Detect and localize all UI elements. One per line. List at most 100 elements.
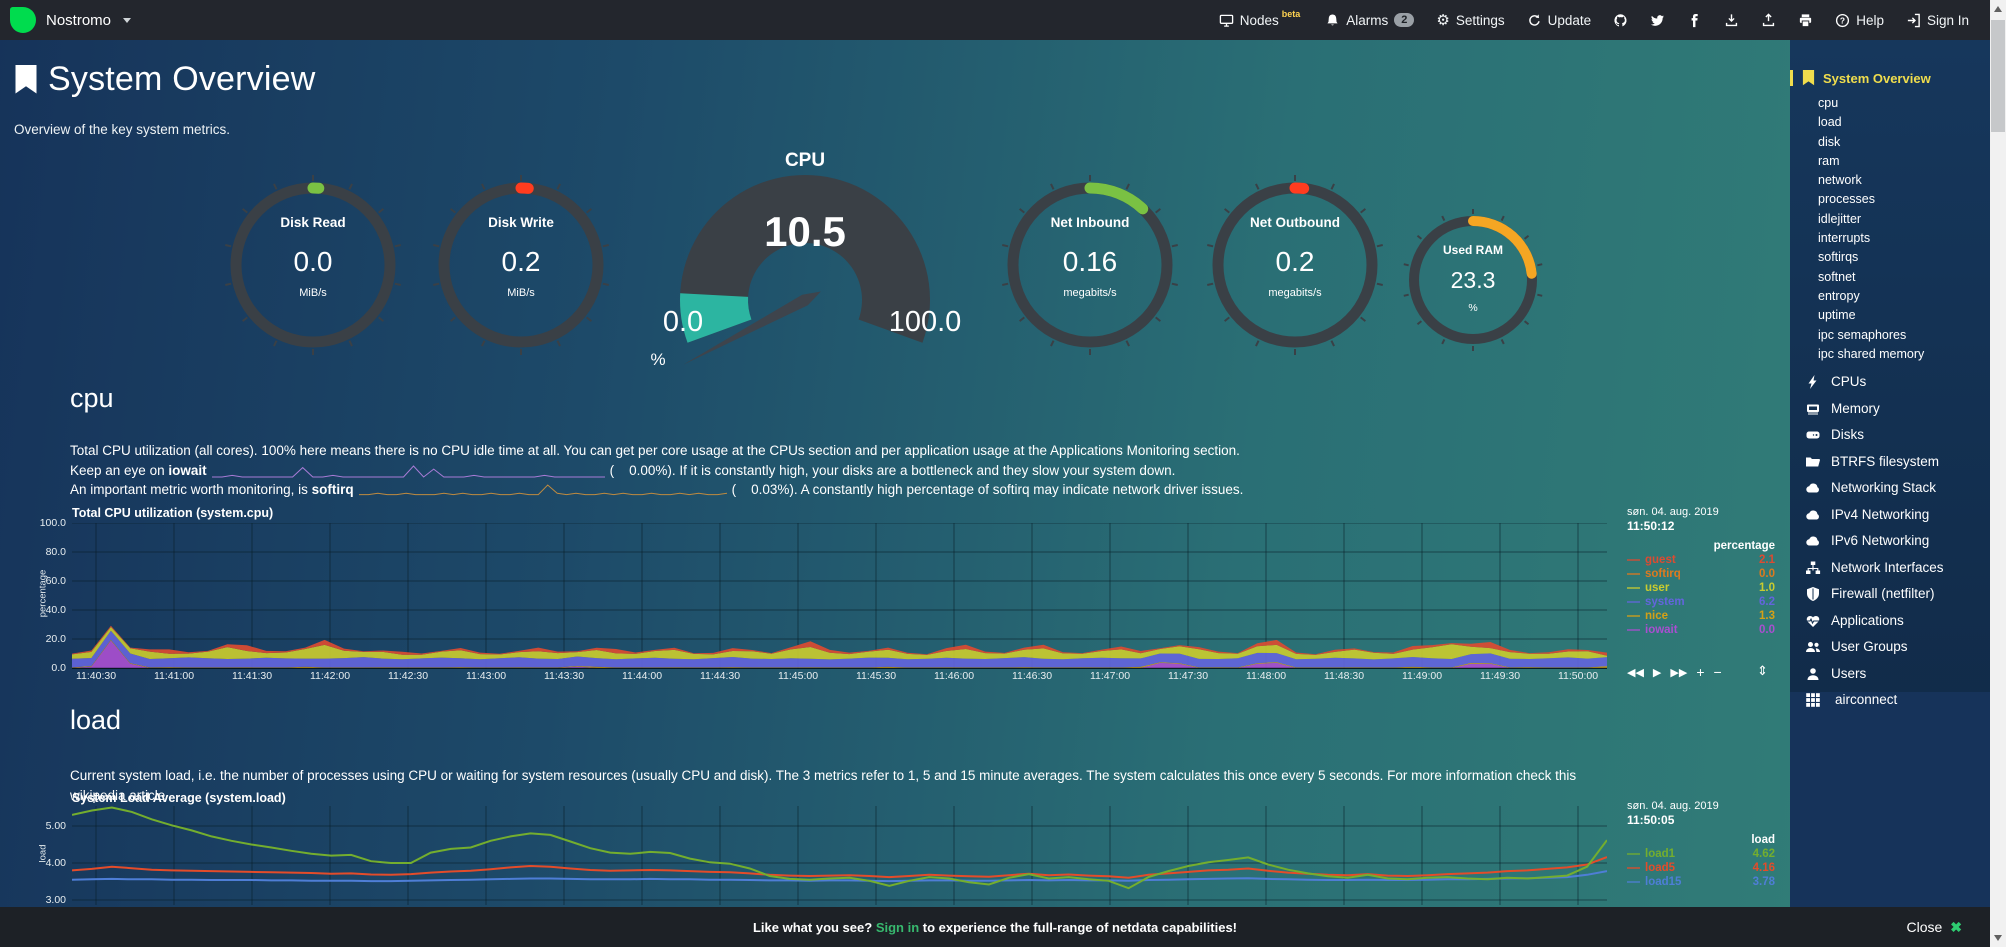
sidebar-link-softnet[interactable]: softnet: [1818, 269, 1856, 284]
skip-forward-icon[interactable]: ▶▶: [1670, 666, 1688, 679]
sidebar-link-uptime[interactable]: uptime: [1818, 308, 1856, 323]
sidebar-item-label: Networking Stack: [1831, 480, 1937, 496]
sidebar-item-label: IPv4 Networking: [1831, 506, 1930, 522]
legend-time: 11:50:12: [1627, 519, 1675, 533]
legend-units-header: load: [1751, 834, 1775, 846]
nav-item-badge: 2: [1394, 13, 1415, 27]
sidebar-link-network[interactable]: network: [1818, 173, 1862, 188]
cloud-icon: [1806, 510, 1819, 520]
series-name: softirq: [1645, 568, 1681, 580]
cpu-xtick: 11:42:00: [309, 670, 351, 682]
sidebar-item-ipv4-networking[interactable]: IPv4 Networking: [1790, 507, 1990, 523]
sidebar-item-firewall-netfilter-[interactable]: Firewall (netfilter): [1790, 586, 1990, 602]
legend-row-load15[interactable]: load15 3.78: [1627, 875, 1775, 889]
cpu-xtick: 11:43:30: [543, 670, 585, 682]
load-chart-plot[interactable]: [72, 806, 1607, 905]
legend-row-softirq[interactable]: softirq 0.0: [1627, 567, 1775, 581]
resize-icon[interactable]: ⇕: [1757, 663, 1768, 678]
legend-row-user[interactable]: user 1.0: [1627, 581, 1775, 595]
gauge-used-ram[interactable]: Used RAM 23.3%: [1398, 205, 1548, 355]
sidebar: System Overview cpu load disk ram network pro…: [1790, 40, 2006, 947]
gauge-disk-write[interactable]: Disk Write 0.2 MiB/s: [426, 170, 616, 360]
nav-item-github[interactable]: [1602, 0, 1639, 40]
nav-item-nodes[interactable]: Nodes beta: [1208, 0, 1315, 40]
load-ytick: 3.00: [45, 894, 66, 906]
page-scrollbar[interactable]: [1990, 0, 2006, 947]
zoom-in-icon[interactable]: +: [1696, 664, 1705, 680]
brand-menu[interactable]: Nostromo: [0, 7, 149, 33]
gauge-disk-read[interactable]: Disk Read 0.0 MiB/s: [218, 170, 408, 360]
sidebar-item-applications[interactable]: Applications: [1790, 613, 1990, 629]
series-name: system: [1645, 596, 1685, 608]
skip-backward-icon[interactable]: ◀◀: [1627, 666, 1644, 679]
series-value: 6.2: [1759, 596, 1775, 608]
legend-row-iowait[interactable]: iowait 0.0: [1627, 623, 1775, 637]
cpu-xtick: 11:44:00: [621, 670, 663, 682]
sidebar-item-disks[interactable]: Disks: [1790, 427, 1990, 443]
gauge-cpu[interactable]: CPU 10.5: [640, 148, 970, 378]
nav-item-twitter[interactable]: [1639, 0, 1676, 40]
gauge-unit: megabits/s: [1063, 287, 1117, 299]
gauge-net-outbound[interactable]: Net Outbound 0.2 megabits/s: [1200, 170, 1390, 360]
nav-item-download[interactable]: [1713, 0, 1750, 40]
zoom-out-icon[interactable]: −: [1713, 664, 1722, 680]
iowait-sparkline[interactable]: [211, 464, 606, 478]
legend-row-guest[interactable]: guest 2.1: [1627, 553, 1775, 567]
sidebar-link-interrupts[interactable]: interrupts: [1818, 231, 1871, 246]
sidebar-item-btrfs-filesystem[interactable]: BTRFS filesystem: [1790, 454, 1990, 470]
legend-date: søn. 04. aug. 2019: [1627, 506, 1719, 518]
users-icon: [1806, 642, 1820, 653]
sidebar-item-airconnect[interactable]: airconnect: [1790, 692, 2006, 947]
nav-item-update[interactable]: Update: [1516, 0, 1603, 40]
nav-item-label: Alarms: [1346, 12, 1389, 28]
signin-link[interactable]: Sign in: [875, 919, 920, 935]
sidebar-item-network-interfaces[interactable]: Network Interfaces: [1790, 560, 1990, 576]
gauge-net-inbound[interactable]: Net Inbound 0.16 megabits/s: [995, 170, 1185, 360]
sidebar-link-ram[interactable]: ram: [1818, 153, 1840, 168]
sidebar-item-system-overview[interactable]: System Overview: [1790, 70, 1990, 86]
nav-item-help[interactable]: ? Help: [1824, 0, 1895, 40]
gauge-title: Disk Read: [280, 215, 346, 230]
sidebar-link-cpu[interactable]: cpu: [1818, 96, 1839, 110]
sidebar-item-users[interactable]: Users: [1790, 666, 1990, 682]
close-banner-button[interactable]: Close ✖: [1906, 918, 1962, 936]
cpu-xtick: 11:49:00: [1401, 670, 1443, 682]
series-name: guest: [1645, 554, 1676, 566]
sidebar-link-processes[interactable]: processes: [1818, 192, 1875, 207]
sidebar-item-memory[interactable]: Memory: [1790, 401, 1990, 417]
scrollbar-thumb[interactable]: [1991, 20, 2005, 132]
cpu-xtick: 11:50:00: [1557, 670, 1599, 682]
cpu-chart-plot[interactable]: [72, 523, 1607, 669]
nav-item-print[interactable]: [1787, 0, 1824, 40]
legend-row-load1[interactable]: load1 4.62: [1627, 847, 1775, 861]
sidebar-item-cpus[interactable]: CPUs: [1790, 374, 1990, 390]
nav-item-alarms[interactable]: Alarms 2: [1314, 0, 1425, 40]
sidebar-item-label: Firewall (netfilter): [1831, 586, 1935, 602]
sidebar-link-ipc-shared-memory[interactable]: ipc shared memory: [1818, 346, 1925, 361]
nav-item-sign-in[interactable]: Sign In: [1895, 0, 1980, 40]
sidebar-item-networking-stack[interactable]: Networking Stack: [1790, 480, 1990, 496]
sidebar-item-ipv6-networking[interactable]: IPv6 Networking: [1790, 533, 1990, 549]
legend-row-system[interactable]: system 6.2: [1627, 595, 1775, 609]
svg-text:?: ?: [1840, 15, 1845, 25]
sidebar-link-idlejitter[interactable]: idlejitter: [1818, 211, 1862, 226]
nav-item-upload[interactable]: [1750, 0, 1787, 40]
sidebar-link-disk[interactable]: disk: [1818, 134, 1841, 149]
nav-item-settings[interactable]: ⚙ Settings: [1425, 0, 1515, 40]
softirq-sparkline[interactable]: [358, 483, 728, 497]
scroll-down-icon[interactable]: [1994, 935, 2002, 941]
sidebar-link-ipc-semaphores[interactable]: ipc semaphores: [1818, 327, 1907, 342]
gauge-value: 10.5: [764, 208, 846, 255]
page-subtitle: Overview of the key system metrics.: [14, 122, 231, 137]
sidebar-link-entropy[interactable]: entropy: [1818, 288, 1860, 303]
scroll-up-icon[interactable]: [1994, 6, 2002, 12]
play-icon[interactable]: ▶: [1652, 666, 1662, 679]
legend-row-nice[interactable]: nice 1.3: [1627, 609, 1775, 623]
sidebar-item-user-groups[interactable]: User Groups: [1790, 639, 1990, 655]
legend-row-load5[interactable]: load5 4.16: [1627, 861, 1775, 875]
gauge-title: CPU: [784, 150, 826, 171]
legend-time: 11:50:05: [1627, 813, 1675, 827]
nav-item-facebook[interactable]: [1676, 0, 1713, 40]
sidebar-link-load[interactable]: load: [1818, 115, 1842, 130]
sidebar-link-softirqs[interactable]: softirqs: [1818, 250, 1859, 265]
